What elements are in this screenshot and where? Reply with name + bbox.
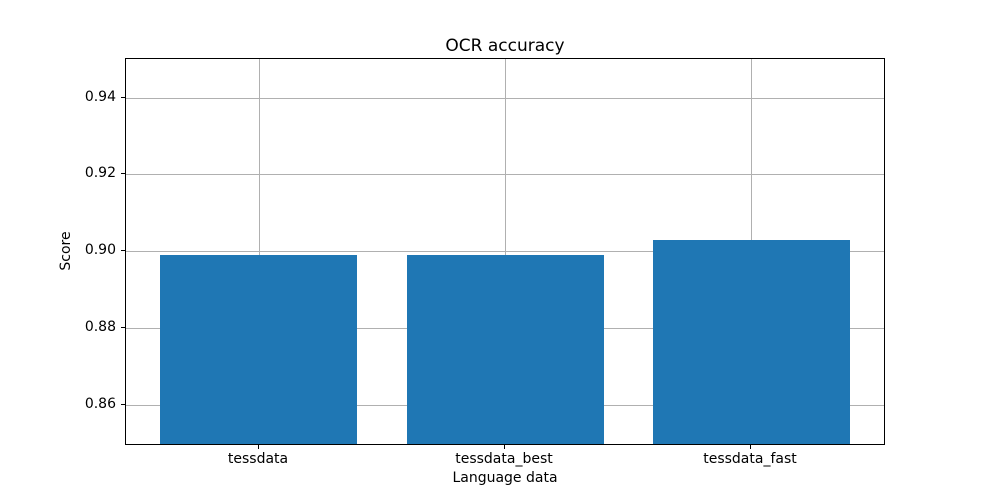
x-tick-mark (258, 445, 259, 449)
plot-area (125, 58, 885, 445)
y-tick-label: 0.92 (84, 165, 116, 181)
chart-title: OCR accuracy (445, 36, 565, 56)
bar-tessdata_best (407, 255, 604, 444)
bar-tessdata_fast (653, 240, 850, 444)
y-tick-mark (121, 97, 125, 98)
x-tick-label: tessdata_fast (703, 451, 797, 467)
y-tick-mark (121, 404, 125, 405)
v-gridline (505, 59, 506, 444)
bar-tessdata (160, 255, 357, 444)
y-tick-mark (121, 327, 125, 328)
x-axis-label: Language data (452, 470, 558, 486)
v-gridline (259, 59, 260, 444)
y-tick-label: 0.94 (84, 89, 116, 105)
y-tick-mark (121, 250, 125, 251)
x-tick-mark (504, 445, 505, 449)
x-tick-mark (750, 445, 751, 449)
x-tick-label: tessdata_best (455, 451, 553, 467)
y-tick-mark (121, 173, 125, 174)
x-tick-label: tessdata (227, 451, 289, 467)
y-tick-label: 0.86 (84, 396, 116, 412)
y-tick-label: 0.88 (84, 319, 116, 335)
y-tick-label: 0.90 (84, 242, 116, 258)
